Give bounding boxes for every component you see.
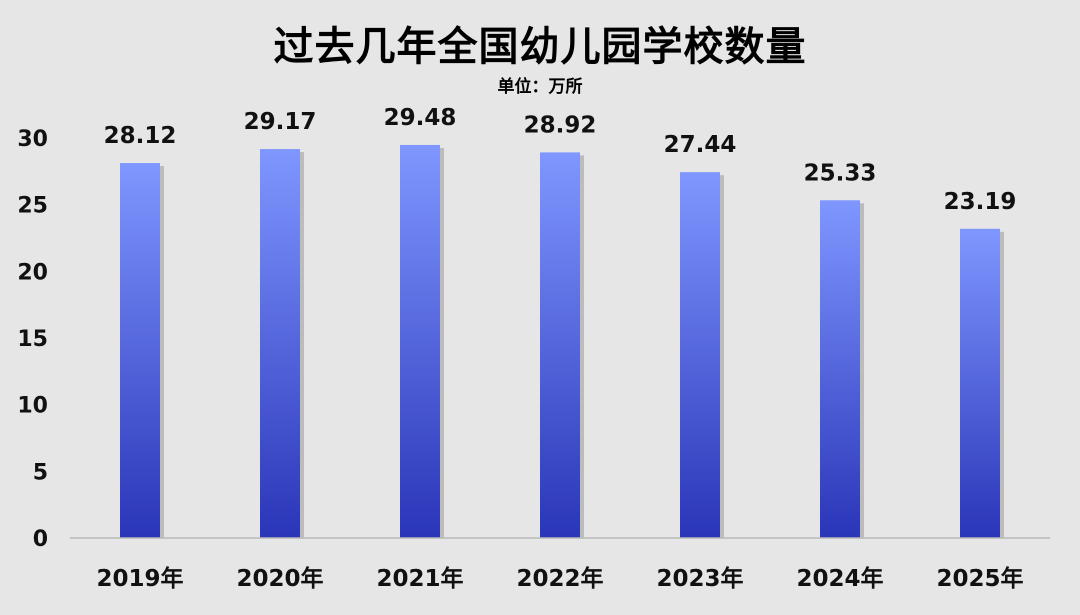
bar: [680, 172, 720, 538]
bar: [120, 163, 160, 539]
chart-subtitle: 单位：万所: [497, 77, 583, 97]
data-label: 28.92: [524, 112, 597, 138]
y-tick-label: 25: [17, 194, 48, 219]
y-tick-label: 0: [33, 527, 48, 552]
y-tick-label: 20: [17, 260, 48, 285]
data-label: 28.12: [104, 123, 177, 149]
bar: [400, 144, 440, 538]
x-tick-label: 2025年: [936, 565, 1023, 592]
data-label: 27.44: [664, 132, 737, 158]
bar: [540, 152, 580, 538]
x-tick-label: 2022年: [516, 565, 603, 592]
data-label: 25.33: [804, 160, 877, 186]
y-tick-label: 10: [17, 394, 48, 419]
x-tick-label: 2019年: [96, 565, 183, 592]
data-label: 29.48: [384, 105, 457, 131]
x-tick-label: 2020年: [236, 565, 323, 592]
y-tick-label: 15: [17, 327, 48, 352]
x-tick-label: 2024年: [796, 565, 883, 592]
chart-title: 过去几年全国幼儿园学校数量: [273, 24, 807, 70]
bar: [960, 228, 1000, 539]
x-tick-label: 2023年: [656, 565, 743, 592]
bar: [820, 200, 860, 538]
y-tick-label: 5: [33, 460, 48, 485]
data-label: 29.17: [244, 109, 317, 135]
bar: [260, 149, 300, 539]
data-label: 23.19: [944, 189, 1017, 215]
x-tick-label: 2021年: [376, 565, 463, 592]
y-tick-label: 30: [17, 127, 48, 152]
